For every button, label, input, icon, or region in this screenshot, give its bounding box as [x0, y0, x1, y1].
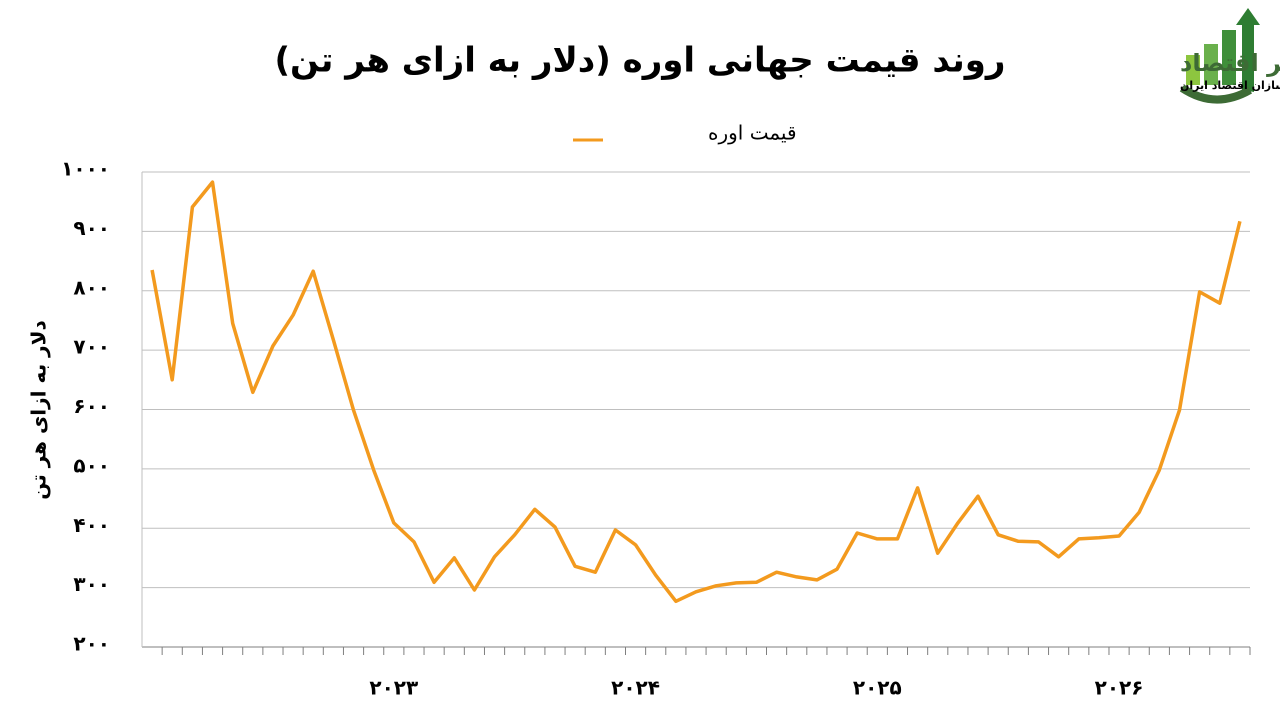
y-tick-label: ۴۰۰	[73, 513, 110, 537]
x-tick-label: ۲۰۲۵	[853, 676, 902, 700]
y-tick-label: ۳۰۰	[73, 572, 110, 596]
chart-title: روند قیمت جهانی اوره (دلار به ازای هر تن…	[275, 41, 1006, 81]
y-tick-label: ۷۰۰	[73, 335, 110, 359]
x-tick-label: ۲۰۲۳	[369, 676, 418, 700]
y-tick-label: ۸۰۰	[73, 275, 110, 299]
logo-bar	[1204, 44, 1218, 85]
logo-name: مسیر اقتصاد	[1180, 49, 1280, 77]
x-tick-label: ۲۰۲۴	[611, 676, 660, 700]
y-axis-label: دلار به ازای هر تن	[27, 320, 51, 500]
logo-tagline: رسانه تصمیم سازان اقتصاد ایران	[1180, 79, 1280, 92]
y-tick-label: ۹۰۰	[73, 216, 110, 240]
y-tick-label: ۲۰۰	[73, 632, 110, 656]
logo: مسیر اقتصاد رسانه تصمیم سازان اقتصاد ایر…	[1179, 8, 1280, 104]
y-tick-label: ۱۰۰۰	[61, 157, 110, 181]
x-tick-label: ۲۰۲۶	[1095, 676, 1144, 700]
logo-bar	[1222, 30, 1236, 85]
logo-gear	[1179, 84, 1252, 104]
legend: قیمت اوره	[573, 121, 797, 145]
logo-arrow	[1236, 8, 1260, 92]
line-series	[150, 180, 1242, 604]
logo-bar	[1186, 55, 1200, 85]
legend-label: قیمت اوره	[708, 121, 797, 145]
y-tick-label: ۵۰۰	[73, 453, 110, 477]
y-tick-label: ۶۰۰	[73, 394, 110, 418]
